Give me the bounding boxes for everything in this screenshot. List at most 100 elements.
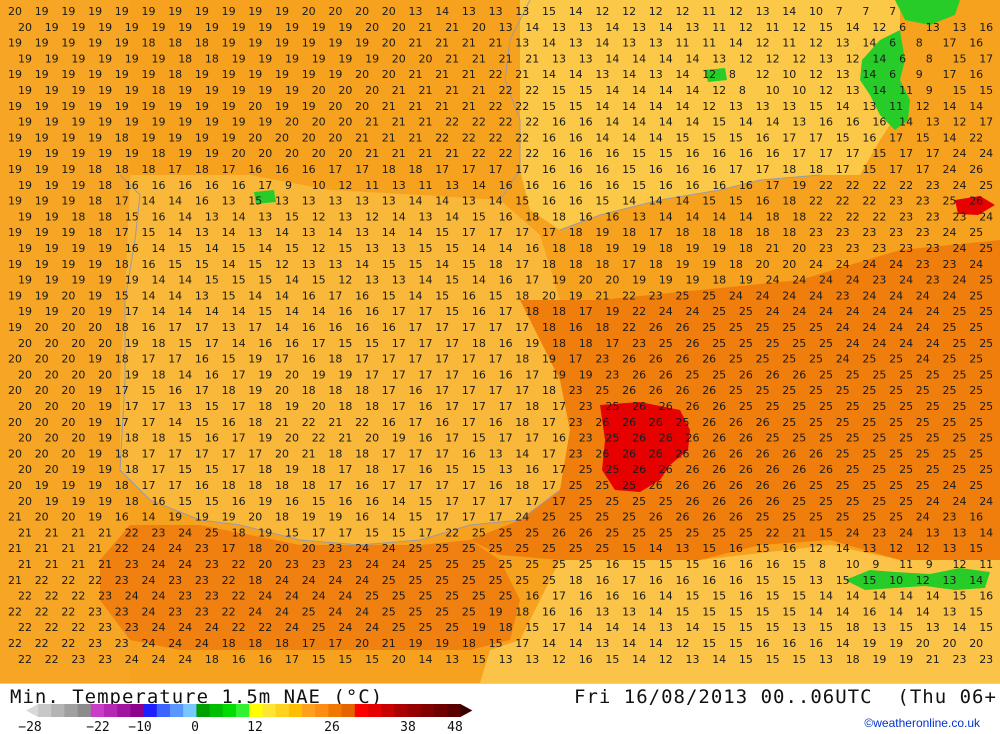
temperature-value: 19 [8, 131, 22, 144]
temperature-value: 23 [168, 605, 182, 618]
temperature-value: 13 [258, 210, 272, 223]
temperature-value: 14 [605, 21, 619, 34]
temperature-value: 15 [445, 274, 459, 287]
temperature-value: 20 [18, 21, 32, 34]
temperature-value: 11 [899, 558, 913, 571]
temperature-value: 21 [382, 637, 396, 650]
temperature-value: 19 [285, 84, 299, 97]
temperature-value: 14 [916, 605, 930, 618]
temperature-value: 19 [71, 274, 85, 287]
temperature-value: 19 [8, 163, 22, 176]
temperature-value: 21 [472, 52, 486, 65]
temperature-value: 18 [338, 400, 352, 413]
temperature-value: 24 [916, 511, 930, 524]
temperature-value: 18 [622, 226, 636, 239]
temperature-value: 18 [702, 226, 716, 239]
temperature-value: 17 [222, 542, 236, 555]
temperature-value: 18 [258, 400, 272, 413]
temperature-value: 24 [312, 590, 326, 603]
temperature-value: 14 [782, 5, 796, 18]
temperature-value: 16 [302, 321, 316, 334]
temperature-value: 26 [649, 321, 663, 334]
temperature-value: 13 [819, 653, 833, 666]
temperature-value: 14 [142, 511, 156, 524]
temperature-value: 17 [445, 495, 459, 508]
temperature-value: 25 [392, 590, 406, 603]
temperature-value: 19 [409, 637, 423, 650]
temperature-value: 26 [632, 400, 646, 413]
temperature-value: 20 [61, 321, 75, 334]
temperature-value: 18 [115, 447, 129, 460]
temperature-value: 12 [792, 52, 806, 65]
temperature-value: 16 [338, 305, 352, 318]
temperature-value: 23 [205, 558, 219, 571]
temperature-value: 14 [152, 242, 166, 255]
temperature-value: 25 [969, 416, 983, 429]
temperature-value: 15 [312, 653, 326, 666]
temperature-value: 23 [916, 258, 930, 271]
temperature-value: 16 [525, 590, 539, 603]
temperature-value: 16 [702, 163, 716, 176]
temperature-value: 25 [969, 289, 983, 302]
temperature-value: 13 [622, 37, 636, 50]
temperature-value: 18 [846, 653, 860, 666]
temperature-value: 16 [285, 337, 299, 350]
temperature-value: 25 [846, 495, 860, 508]
temperature-value: 14 [569, 68, 583, 81]
temperature-value: 16 [285, 495, 299, 508]
temperature-value: 23 [98, 653, 112, 666]
temperature-value: 19 [98, 21, 112, 34]
legend-tick-label: 26 [324, 720, 340, 733]
temperature-value: 25 [622, 511, 636, 524]
temperature-value: 21 [18, 558, 32, 571]
temperature-value: 21 [462, 68, 476, 81]
temperature-value: 19 [338, 52, 352, 65]
temperature-value: 14 [846, 21, 860, 34]
cold-spot-alps [860, 30, 910, 130]
temperature-value: 19 [125, 52, 139, 65]
temperature-value: 20 [916, 637, 930, 650]
temperature-value: 19 [142, 100, 156, 113]
temperature-value: 15 [729, 131, 743, 144]
credit-link[interactable]: ©weatheronline.co.uk [864, 716, 980, 730]
temperature-value: 17 [392, 400, 406, 413]
cold-spot-north [895, 0, 960, 25]
temperature-value: 25 [836, 479, 850, 492]
temperature-value: 12 [649, 5, 663, 18]
temperature-value: 18 [542, 384, 556, 397]
temperature-value: 24 [809, 258, 823, 271]
temperature-value: 25 [809, 511, 823, 524]
temperature-value: 15 [445, 305, 459, 318]
temperature-value: 19 [35, 479, 49, 492]
temperature-value: 24 [178, 653, 192, 666]
temperature-value: 19 [88, 353, 102, 366]
temperature-value: 25 [392, 621, 406, 634]
temperature-value: 15 [862, 574, 876, 587]
temperature-value: 25 [579, 558, 593, 571]
temperature-value: 14 [382, 511, 396, 524]
temperature-value: 22 [312, 432, 326, 445]
temperature-value: 19 [328, 511, 342, 524]
temperature-value: 14 [605, 621, 619, 634]
temperature-value: 18 [766, 210, 780, 223]
temperature-value: 14 [899, 116, 913, 129]
temperature-value: 16 [168, 384, 182, 397]
temperature-value: 13 [462, 195, 476, 208]
temperature-value: 22 [232, 590, 246, 603]
temperature-value: 20 [35, 353, 49, 366]
temperature-value: 16 [579, 179, 593, 192]
temperature-value: 14 [232, 337, 246, 350]
temperature-value: 19 [312, 368, 326, 381]
temperature-value: 25 [862, 353, 876, 366]
temperature-value: 18 [552, 242, 566, 255]
temperature-value: 14 [926, 590, 940, 603]
temperature-value: 20 [756, 258, 770, 271]
temperature-value: 18 [552, 337, 566, 350]
temperature-value: 25 [435, 542, 449, 555]
temperature-value: 19 [178, 147, 192, 160]
temperature-grid: 20 19 19 19 19 19 19 19 19 19 19 20 20 20 20 13 14 13 13 13… [8, 5, 993, 666]
temperature-value: 19 [61, 258, 75, 271]
temperature-value: 15 [766, 653, 780, 666]
temperature-value: 16 [115, 511, 129, 524]
temperature-value: 25 [916, 416, 930, 429]
